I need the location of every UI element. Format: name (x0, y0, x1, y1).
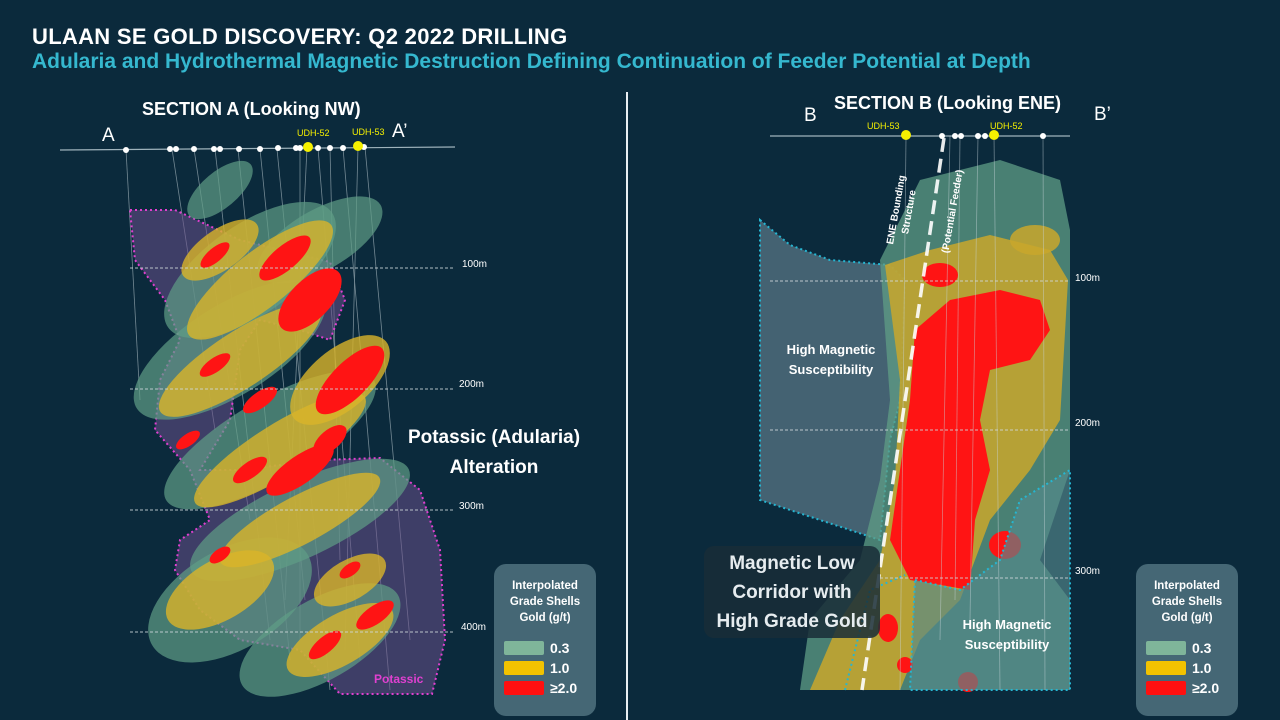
potassic-alteration-label: Potassic (Adularia) Alteration (398, 423, 590, 483)
high-mag-upper-label: High Magnetic Susceptibility (770, 340, 892, 380)
legend-b: Interpolated Grade Shells Gold (g/t) 0.3… (1136, 564, 1238, 716)
depth-label-300m-b: 300m (1075, 566, 1101, 577)
section-b-end-left: B (804, 105, 817, 126)
magnetic-low-corridor-label: Magnetic Low Corridor with High Grade Go… (704, 546, 880, 638)
high-mag-upper-line2: Susceptibility (788, 362, 874, 377)
legend-a-title: Interpolated Grade Shells Gold (g/t) (494, 578, 596, 626)
section-a-end-left: A (102, 125, 115, 146)
collars-a (123, 144, 367, 153)
legend-a: Interpolated Grade Shells Gold (g/t) 0.3… (494, 564, 596, 716)
magnetic-low-line2: Corridor with (732, 582, 852, 603)
page-subtitle: Adularia and Hydrothermal Magnetic Destr… (32, 50, 1031, 73)
legend-a-label-mid: 1.0 (550, 660, 570, 676)
legend-a-title-2: Grade Shells (509, 596, 581, 608)
legend-b-row-mid: 1.0 (1146, 660, 1211, 676)
hole-label-udh-53-b: UDH-53 (867, 121, 900, 131)
magnetic-low-line3: High Grade Gold (716, 611, 868, 632)
legend-b-title-1: Interpolated (1154, 580, 1220, 592)
legend-b-title-3: Gold (g/t) (1161, 612, 1213, 624)
section-a-title: SECTION A (Looking NW) (142, 99, 361, 119)
depth-label-100m-a: 100m (462, 259, 488, 270)
legend-b-swatch-mid (1146, 661, 1186, 675)
depth-label-100m-b: 100m (1075, 273, 1101, 284)
potassic-alteration-line2: Alteration (449, 457, 539, 478)
legend-swatch-mid (504, 661, 544, 675)
legend-b-swatch-low (1146, 641, 1186, 655)
hole-label-udh-52-a: UDH-52 (297, 128, 330, 138)
hole-label-udh-52-b: UDH-52 (990, 121, 1023, 131)
potassic-tag: Potassic (374, 672, 424, 686)
potassic-alteration-line1: Potassic (Adularia) (407, 427, 581, 448)
legend-a-label-high: ≥2.0 (550, 680, 578, 696)
collar-udh-52-a (303, 142, 313, 152)
legend-a-row-mid: 1.0 (504, 660, 569, 676)
legend-b-title-2: Grade Shells (1151, 596, 1223, 608)
legend-b-swatch-high (1146, 681, 1186, 695)
legend-a-row-low: 0.3 (504, 640, 569, 656)
depth-label-400m-a: 400m (461, 622, 487, 633)
high-mag-lower-label: High Magnetic Susceptibility (946, 615, 1068, 655)
legend-a-title-1: Interpolated (512, 580, 578, 592)
depth-label-300m-a: 300m (459, 501, 485, 512)
section-b-title: SECTION B (Looking ENE) (834, 93, 1061, 113)
high-mag-upper-line1: High Magnetic (786, 342, 876, 357)
legend-b-title: Interpolated Grade Shells Gold (g/t) (1136, 578, 1238, 626)
legend-swatch-high (504, 681, 544, 695)
legend-swatch-low (504, 641, 544, 655)
page-title: ULAAN SE GOLD DISCOVERY: Q2 2022 DRILLIN… (32, 24, 568, 49)
legend-b-row-low: 0.3 (1146, 640, 1211, 656)
high-mag-lower-line2: Susceptibility (964, 637, 1050, 652)
hole-label-udh-53-a: UDH-53 (352, 127, 385, 137)
legend-b-label-high: ≥2.0 (1192, 680, 1220, 696)
section-divider (626, 92, 628, 720)
legend-b-label-low: 0.3 (1192, 640, 1212, 656)
legend-b-row-high: ≥2.0 (1146, 680, 1219, 696)
high-mag-lower-line1: High Magnetic (962, 617, 1052, 632)
section-b-end-right: B’ (1094, 104, 1111, 125)
legend-a-row-high: ≥2.0 (504, 680, 577, 696)
collar-udh-53-a (353, 141, 363, 151)
legend-b-label-mid: 1.0 (1192, 660, 1212, 676)
legend-a-title-3: Gold (g/t) (519, 612, 571, 624)
depth-label-200m-a: 200m (459, 379, 485, 390)
section-a-end-right: A’ (392, 121, 408, 142)
magnetic-low-line1: Magnetic Low (729, 553, 855, 574)
legend-a-label-low: 0.3 (550, 640, 570, 656)
depth-label-200m-b: 200m (1075, 418, 1101, 429)
